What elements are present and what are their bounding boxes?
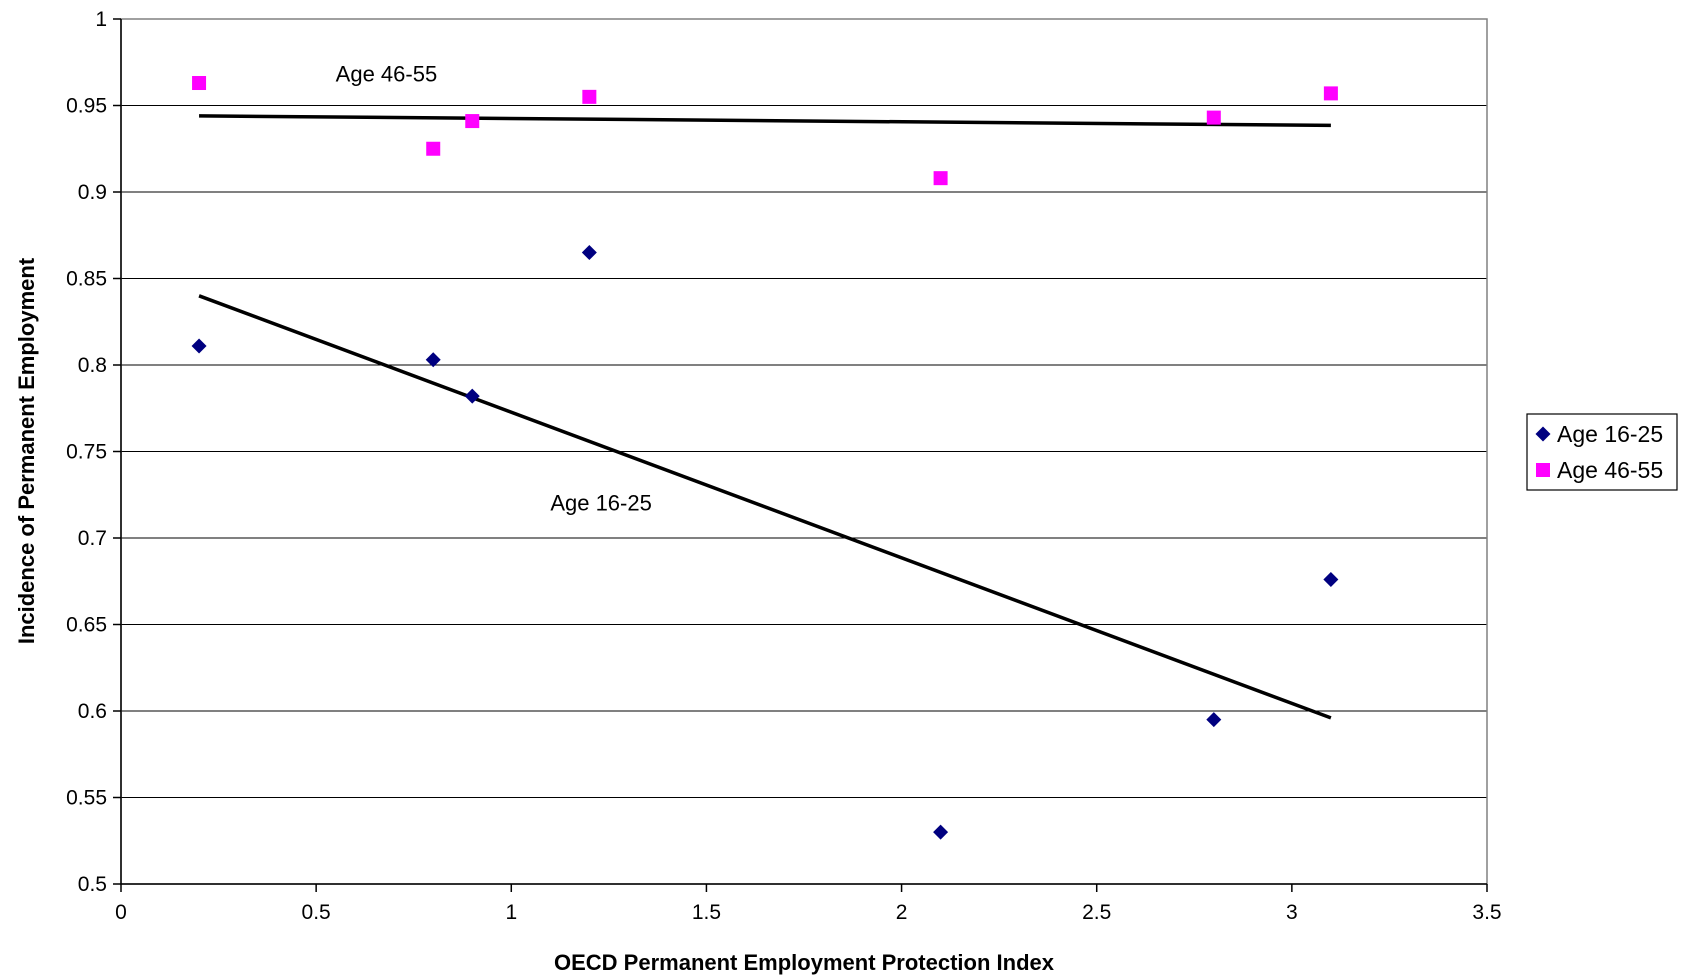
y-tick-label: 1 xyxy=(95,8,107,31)
y-tick-label: 0.85 xyxy=(66,268,107,291)
x-tick-label: 3 xyxy=(1286,901,1298,924)
data-point-age-16-25 xyxy=(464,388,480,404)
annotation-label: Age 46-55 xyxy=(336,61,438,86)
y-axis-title: Incidence of Permanent Employment xyxy=(14,257,39,644)
x-tick-label: 1.5 xyxy=(692,901,721,924)
data-point-age-16-25 xyxy=(1206,712,1222,728)
axes: 0.5 0.55 0.6 0.65 0.7 0.75 0.8 0.85 0.9 0.95 1 0 0.5… xyxy=(66,8,1501,924)
data-point-age-46-55 xyxy=(933,171,948,186)
data-point-age-16-25 xyxy=(191,338,207,354)
y-tick-label: 0.75 xyxy=(66,441,107,464)
x-tick-label: 2.5 xyxy=(1082,901,1111,924)
legend-marker-age-16-25 xyxy=(1535,426,1551,442)
data-point-age-46-55 xyxy=(1206,110,1221,125)
trendline-age-46-55 xyxy=(199,114,1331,128)
annotation-label: Age 16-25 xyxy=(550,490,652,515)
y-tick-label: 0.6 xyxy=(78,700,107,723)
trendline-age-16-25 xyxy=(198,294,1332,720)
y-tick-label: 0.7 xyxy=(78,527,107,550)
trendlines xyxy=(198,114,1332,720)
data-points xyxy=(191,76,1339,840)
y-tick-label: 0.65 xyxy=(66,614,107,637)
x-tick-label: 1 xyxy=(505,901,517,924)
x-tick-label: 2 xyxy=(896,901,908,924)
y-tick-label: 0.55 xyxy=(66,787,107,810)
data-point-age-46-55 xyxy=(192,76,207,91)
x-tick-label: 0 xyxy=(115,901,127,924)
legend-label-age-16-25: Age 16-25 xyxy=(1557,421,1663,447)
data-point-age-46-55 xyxy=(1323,86,1338,101)
data-point-age-46-55 xyxy=(465,114,480,129)
data-point-age-16-25 xyxy=(933,824,949,840)
y-tick-label: 0.5 xyxy=(78,873,107,896)
data-point-age-46-55 xyxy=(582,89,597,104)
data-point-age-46-55 xyxy=(426,141,441,156)
gridlines xyxy=(121,18,1487,798)
legend: Age 16-25 Age 46-55 xyxy=(1526,413,1678,491)
legend-box xyxy=(1526,413,1678,491)
data-point-age-16-25 xyxy=(1323,572,1339,588)
y-tick-label: 0.9 xyxy=(78,181,107,204)
x-axis-title: OECD Permanent Employment Protection Ind… xyxy=(554,950,1055,975)
data-point-age-16-25 xyxy=(581,245,597,261)
legend-label-age-46-55: Age 46-55 xyxy=(1557,457,1663,483)
x-tick-label: 3.5 xyxy=(1472,901,1501,924)
y-tick-label: 0.8 xyxy=(78,354,107,377)
annotations: Age 46-55 Age 16-25 xyxy=(336,61,652,515)
x-tick-label: 0.5 xyxy=(302,901,331,924)
legend-marker-age-46-55 xyxy=(1536,463,1550,477)
data-point-age-16-25 xyxy=(425,352,441,368)
y-tick-label: 0.95 xyxy=(66,95,107,118)
